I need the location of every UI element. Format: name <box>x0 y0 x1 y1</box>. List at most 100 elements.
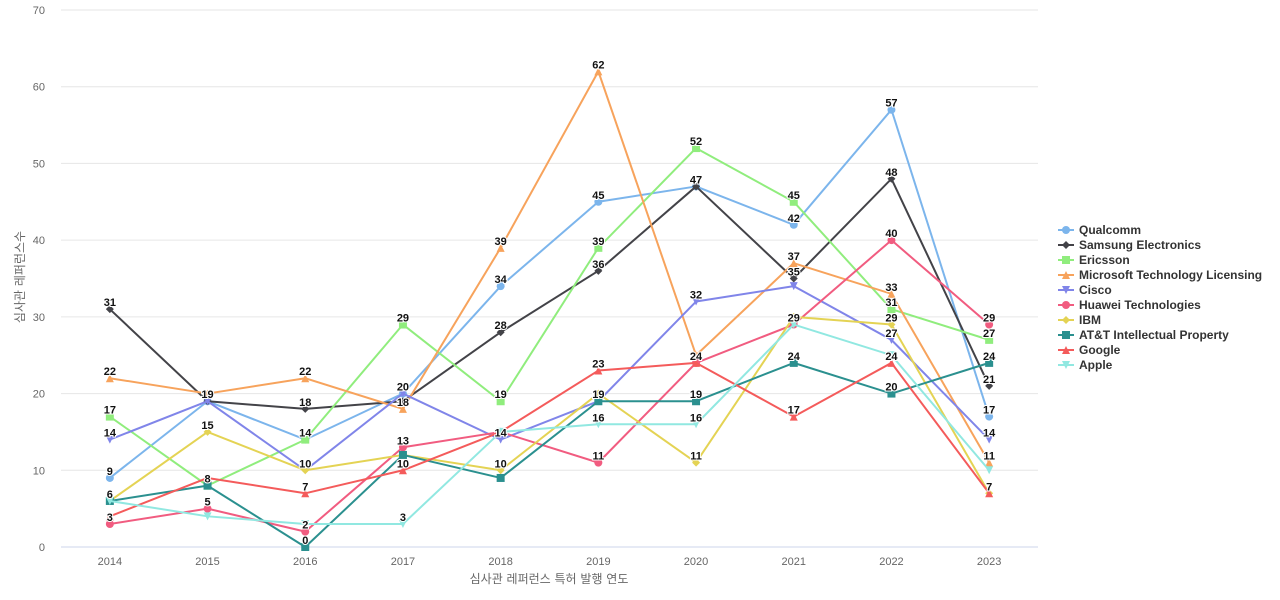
data-point-google[interactable] <box>789 412 798 421</box>
data-point-ericsson[interactable] <box>301 435 310 444</box>
data-point-apple[interactable] <box>789 320 798 329</box>
data-point-microsoft-technology-licensing[interactable] <box>105 374 114 383</box>
data-point-google[interactable] <box>692 358 701 367</box>
data-point-huawei-technologies[interactable] <box>594 458 603 467</box>
data-point-samsung-electronics[interactable] <box>887 174 896 183</box>
data-point-ericsson[interactable] <box>985 335 994 344</box>
data-point-microsoft-technology-licensing[interactable] <box>985 458 994 467</box>
data-point-cisco[interactable] <box>985 435 994 444</box>
data-point-atandt-intellectual-property[interactable] <box>692 397 701 406</box>
data-point-atandt-intellectual-property[interactable] <box>594 397 603 406</box>
data-point-qualcomm[interactable] <box>594 197 603 206</box>
data-point-cisco[interactable] <box>887 335 896 344</box>
legend-item-atandt-intellectual-property[interactable]: AT&T Intellectual Property <box>1058 327 1262 342</box>
legend-item-apple[interactable]: Apple <box>1058 357 1262 372</box>
data-point-ibm[interactable] <box>203 427 212 436</box>
data-point-atandt-intellectual-property[interactable] <box>789 358 798 367</box>
data-point-google[interactable] <box>398 466 407 475</box>
data-point-microsoft-technology-licensing[interactable] <box>496 243 505 252</box>
data-point-ibm[interactable] <box>887 320 896 329</box>
data-point-microsoft-technology-licensing[interactable] <box>301 374 310 383</box>
data-point-atandt-intellectual-property[interactable] <box>887 389 896 398</box>
data-point-samsung-electronics[interactable] <box>105 305 114 314</box>
data-point-qualcomm[interactable] <box>985 412 994 421</box>
data-point-samsung-electronics[interactable] <box>398 397 407 406</box>
data-label: 22 <box>299 366 311 378</box>
data-point-google[interactable] <box>594 366 603 375</box>
legend-item-google[interactable]: Google <box>1058 342 1262 357</box>
data-point-qualcomm[interactable] <box>887 105 896 114</box>
data-point-huawei-technologies[interactable] <box>301 527 310 536</box>
data-point-huawei-technologies[interactable] <box>398 443 407 452</box>
data-point-ericsson[interactable] <box>105 412 114 421</box>
legend-item-samsung-electronics[interactable]: Samsung Electronics <box>1058 237 1262 252</box>
data-point-apple[interactable] <box>398 519 407 528</box>
data-label: 28 <box>495 320 507 332</box>
data-point-huawei-technologies[interactable] <box>985 320 994 329</box>
data-point-ericsson[interactable] <box>887 305 896 314</box>
data-point-samsung-electronics[interactable] <box>496 328 505 337</box>
data-point-apple[interactable] <box>301 519 310 528</box>
data-point-ibm[interactable] <box>594 389 603 398</box>
data-point-ibm[interactable] <box>496 466 505 475</box>
data-point-microsoft-technology-licensing[interactable] <box>789 259 798 268</box>
data-point-huawei-technologies[interactable] <box>105 519 114 528</box>
data-point-cisco[interactable] <box>105 435 114 444</box>
data-point-atandt-intellectual-property[interactable] <box>496 473 505 482</box>
data-point-cisco[interactable] <box>789 282 798 291</box>
data-label: 29 <box>983 313 995 325</box>
data-point-ibm[interactable] <box>692 458 701 467</box>
data-point-apple[interactable] <box>985 466 994 475</box>
data-point-ericsson[interactable] <box>789 197 798 206</box>
data-point-ericsson[interactable] <box>398 320 407 329</box>
data-point-microsoft-technology-licensing[interactable] <box>594 67 603 76</box>
data-point-cisco[interactable] <box>496 435 505 444</box>
data-point-apple[interactable] <box>692 420 701 429</box>
data-point-huawei-technologies[interactable] <box>887 236 896 245</box>
data-point-samsung-electronics[interactable] <box>789 274 798 283</box>
data-point-google[interactable] <box>203 473 212 482</box>
data-point-microsoft-technology-licensing[interactable] <box>203 389 212 398</box>
data-point-ibm[interactable] <box>301 466 310 475</box>
data-point-ericsson[interactable] <box>692 144 701 153</box>
data-label: 36 <box>592 259 604 271</box>
data-point-apple[interactable] <box>203 512 212 521</box>
data-point-apple[interactable] <box>887 351 896 360</box>
data-point-samsung-electronics[interactable] <box>692 182 701 191</box>
data-point-microsoft-technology-licensing[interactable] <box>398 404 407 413</box>
data-point-cisco[interactable] <box>692 297 701 306</box>
data-point-google[interactable] <box>985 489 994 498</box>
data-point-samsung-electronics[interactable] <box>301 404 310 413</box>
data-point-apple[interactable] <box>496 427 505 436</box>
data-point-atandt-intellectual-property[interactable] <box>301 543 310 551</box>
legend-item-qualcomm[interactable]: Qualcomm <box>1058 222 1262 237</box>
data-point-microsoft-technology-licensing[interactable] <box>887 289 896 298</box>
data-point-samsung-electronics[interactable] <box>985 381 994 390</box>
legend-item-cisco[interactable]: Cisco <box>1058 282 1262 297</box>
data-point-ericsson[interactable] <box>496 397 505 406</box>
chart-legend: Qualcomm Samsung Electronics Ericsson Micro… <box>1058 222 1262 372</box>
legend-item-microsoft-technology-licensing[interactable]: Microsoft Technology Licensing <box>1058 267 1262 282</box>
data-point-google[interactable] <box>887 358 896 367</box>
legend-item-ericsson[interactable]: Ericsson <box>1058 252 1262 267</box>
data-point-qualcomm[interactable] <box>105 473 114 482</box>
legend-item-ibm[interactable]: IBM <box>1058 312 1262 327</box>
data-point-cisco[interactable] <box>203 397 212 406</box>
data-point-atandt-intellectual-property[interactable] <box>203 481 212 490</box>
data-point-apple[interactable] <box>594 420 603 429</box>
data-point-google[interactable] <box>105 512 114 521</box>
data-label: 14 <box>495 428 508 440</box>
data-point-ericsson[interactable] <box>594 243 603 252</box>
data-point-google[interactable] <box>301 489 310 498</box>
data-point-samsung-electronics[interactable] <box>594 266 603 275</box>
data-point-atandt-intellectual-property[interactable] <box>985 358 994 367</box>
data-point-huawei-technologies[interactable] <box>203 504 212 513</box>
data-point-cisco[interactable] <box>398 389 407 398</box>
data-point-qualcomm[interactable] <box>789 220 798 229</box>
data-point-qualcomm[interactable] <box>496 282 505 291</box>
legend-item-huawei-technologies[interactable]: Huawei Technologies <box>1058 297 1262 312</box>
data-point-apple[interactable] <box>105 496 114 505</box>
data-point-atandt-intellectual-property[interactable] <box>398 450 407 459</box>
data-point-ibm[interactable] <box>789 312 798 321</box>
data-point-microsoft-technology-licensing[interactable] <box>692 351 701 360</box>
